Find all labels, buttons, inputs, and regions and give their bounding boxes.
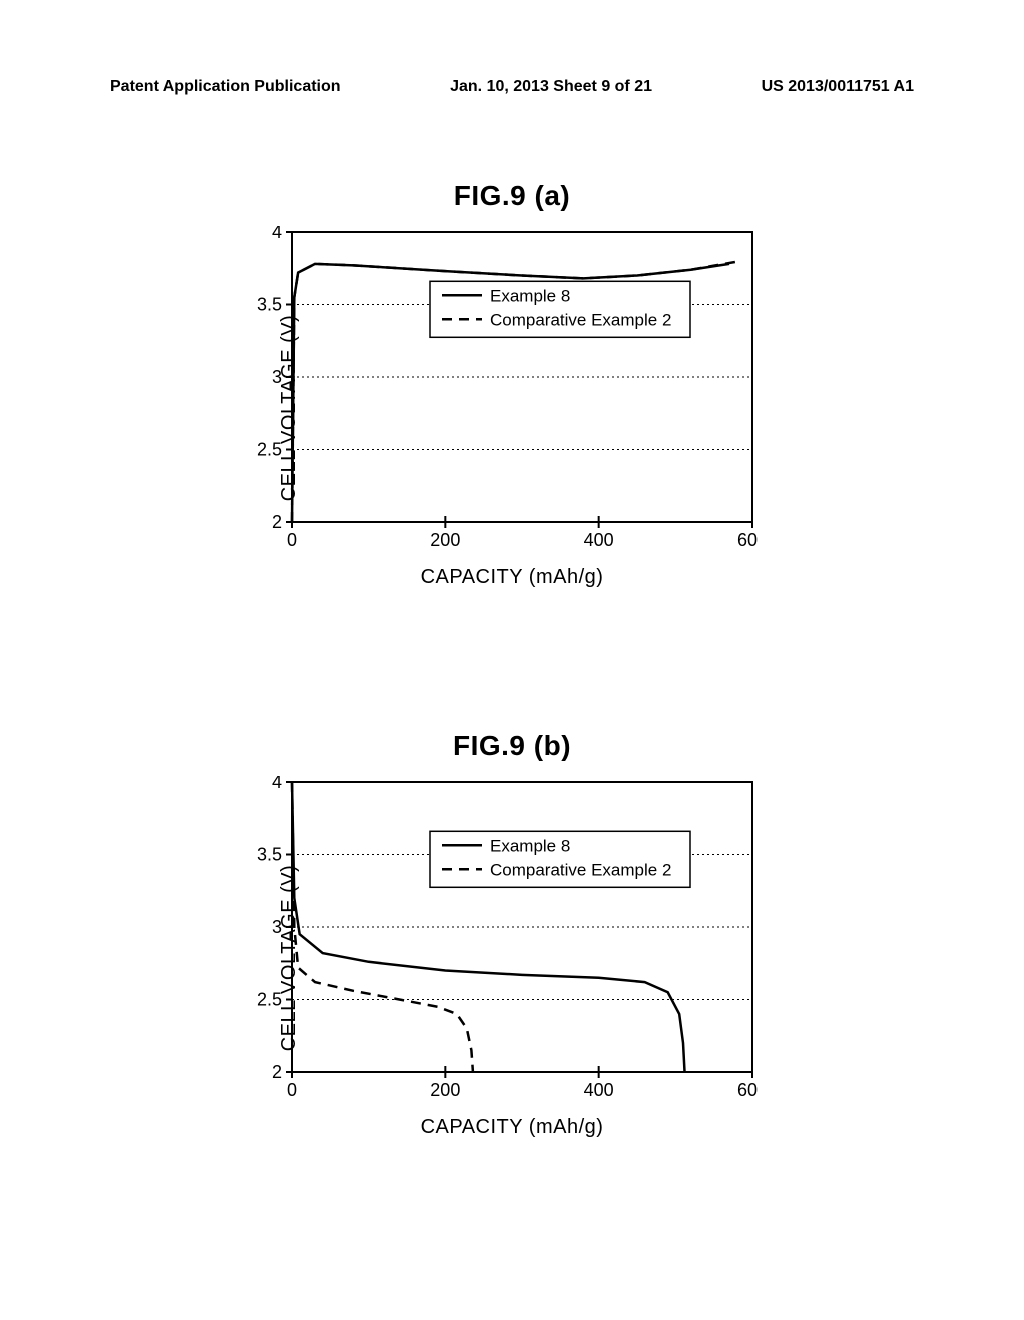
svg-text:400: 400 (584, 530, 614, 550)
svg-text:2: 2 (272, 512, 282, 532)
svg-text:3.5: 3.5 (257, 845, 282, 865)
svg-text:600: 600 (737, 1080, 758, 1100)
header-right: US 2013/0011751 A1 (762, 78, 914, 96)
svg-text:Example 8: Example 8 (490, 836, 570, 855)
svg-text:Example 8: Example 8 (490, 286, 570, 305)
figure-9b: FIG.9 (b) CELL VOLTAGE (V) 22.533.540200… (232, 730, 792, 1139)
svg-text:4: 4 (272, 226, 282, 242)
figure-9b-svg: 22.533.540200400600Example 8Comparative … (232, 776, 758, 1106)
figure-9b-plot: CELL VOLTAGE (V) 22.533.540200400600Exam… (232, 776, 792, 1139)
figure-9a-title: FIG.9 (a) (232, 180, 792, 212)
svg-text:Comparative Example 2: Comparative Example 2 (490, 310, 671, 329)
figure-9b-xlabel: CAPACITY (mAh/g) (232, 1116, 792, 1139)
svg-text:4: 4 (272, 776, 282, 792)
svg-text:2: 2 (272, 1062, 282, 1082)
svg-text:200: 200 (430, 530, 460, 550)
svg-text:0: 0 (287, 1080, 297, 1100)
figure-9a-ylabel: CELL VOLTAGE (V) (278, 314, 301, 501)
svg-text:3.5: 3.5 (257, 295, 282, 315)
figure-9b-ylabel: CELL VOLTAGE (V) (278, 864, 301, 1051)
header-center: Jan. 10, 2013 Sheet 9 of 21 (450, 78, 652, 96)
svg-text:400: 400 (584, 1080, 614, 1100)
figure-9a-plot: CELL VOLTAGE (V) 22.533.540200400600Exam… (232, 226, 792, 589)
svg-text:600: 600 (737, 530, 758, 550)
figure-9b-title: FIG.9 (b) (232, 730, 792, 762)
figure-9a-svg: 22.533.540200400600Example 8Comparative … (232, 226, 758, 556)
figure-9a-xlabel: CAPACITY (mAh/g) (232, 566, 792, 589)
header-left: Patent Application Publication (110, 78, 341, 96)
svg-text:Comparative Example 2: Comparative Example 2 (490, 860, 671, 879)
svg-text:0: 0 (287, 530, 297, 550)
figure-9a: FIG.9 (a) CELL VOLTAGE (V) 22.533.540200… (232, 180, 792, 589)
page-header: Patent Application Publication Jan. 10, … (0, 78, 1024, 96)
svg-text:200: 200 (430, 1080, 460, 1100)
